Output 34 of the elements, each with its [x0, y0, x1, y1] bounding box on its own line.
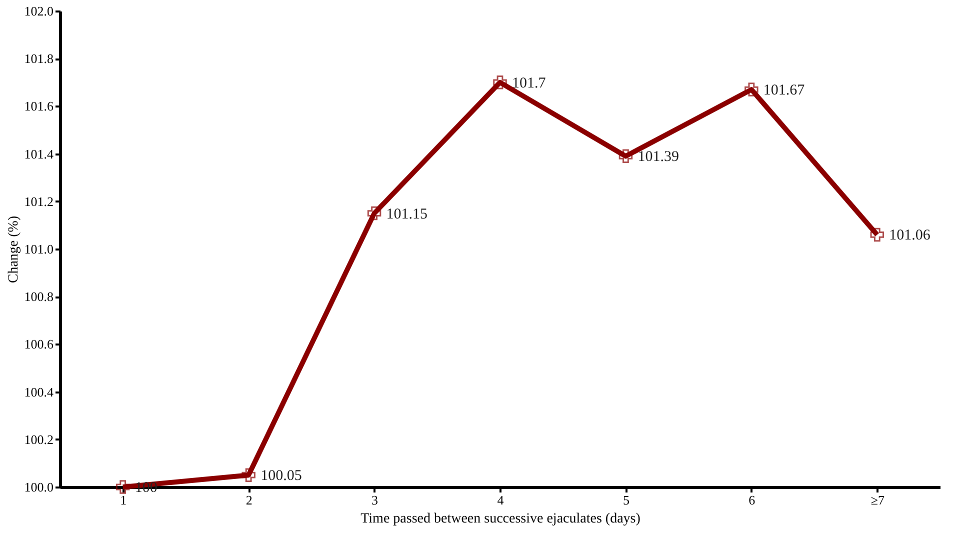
- data-label: 101.15: [386, 206, 428, 222]
- point: [744, 82, 758, 96]
- point: [242, 468, 256, 482]
- y-tick-label: 101.0: [24, 242, 54, 256]
- y-tick-label: 101.2: [24, 194, 54, 209]
- x-tick-label: 1: [120, 492, 127, 508]
- y-tick-label: 100.0: [24, 480, 54, 494]
- x-axis-title: Time passed between successive ejaculates (days): [360, 512, 641, 526]
- y-tick-label: 101.4: [24, 146, 54, 162]
- x-tick-label: 6: [748, 492, 756, 508]
- y-tick-label: 101.8: [24, 51, 54, 66]
- x-tick-label: ≥7: [870, 492, 885, 508]
- y-tick-label: 102.0: [24, 4, 54, 18]
- point: [367, 206, 382, 220]
- x-tick-label: 4: [497, 492, 504, 508]
- data-label: 101.67: [763, 82, 806, 99]
- y-tick-label: 100.6: [24, 336, 54, 352]
- x-tick-label: 3: [372, 492, 378, 508]
- data-label: 101.39: [638, 149, 679, 166]
- data-label: 100.05: [260, 468, 302, 484]
- point: [870, 228, 884, 242]
- data-label: 101.7: [512, 75, 546, 92]
- y-axis-title: Change (%): [6, 216, 22, 284]
- point: [493, 76, 507, 90]
- x-tick-label: 5: [622, 492, 630, 508]
- point: [618, 149, 633, 164]
- data-label: 101.06: [889, 228, 931, 244]
- y-tick-label: 100.4: [24, 384, 54, 400]
- y-tick-label: 100.2: [24, 432, 54, 447]
- y-tick-label: 100.8: [24, 289, 54, 304]
- data-label: 100: [134, 480, 158, 496]
- x-tick-label: 2: [246, 492, 252, 508]
- y-tick-label: 101.6: [24, 98, 54, 114]
- point: [116, 480, 130, 494]
